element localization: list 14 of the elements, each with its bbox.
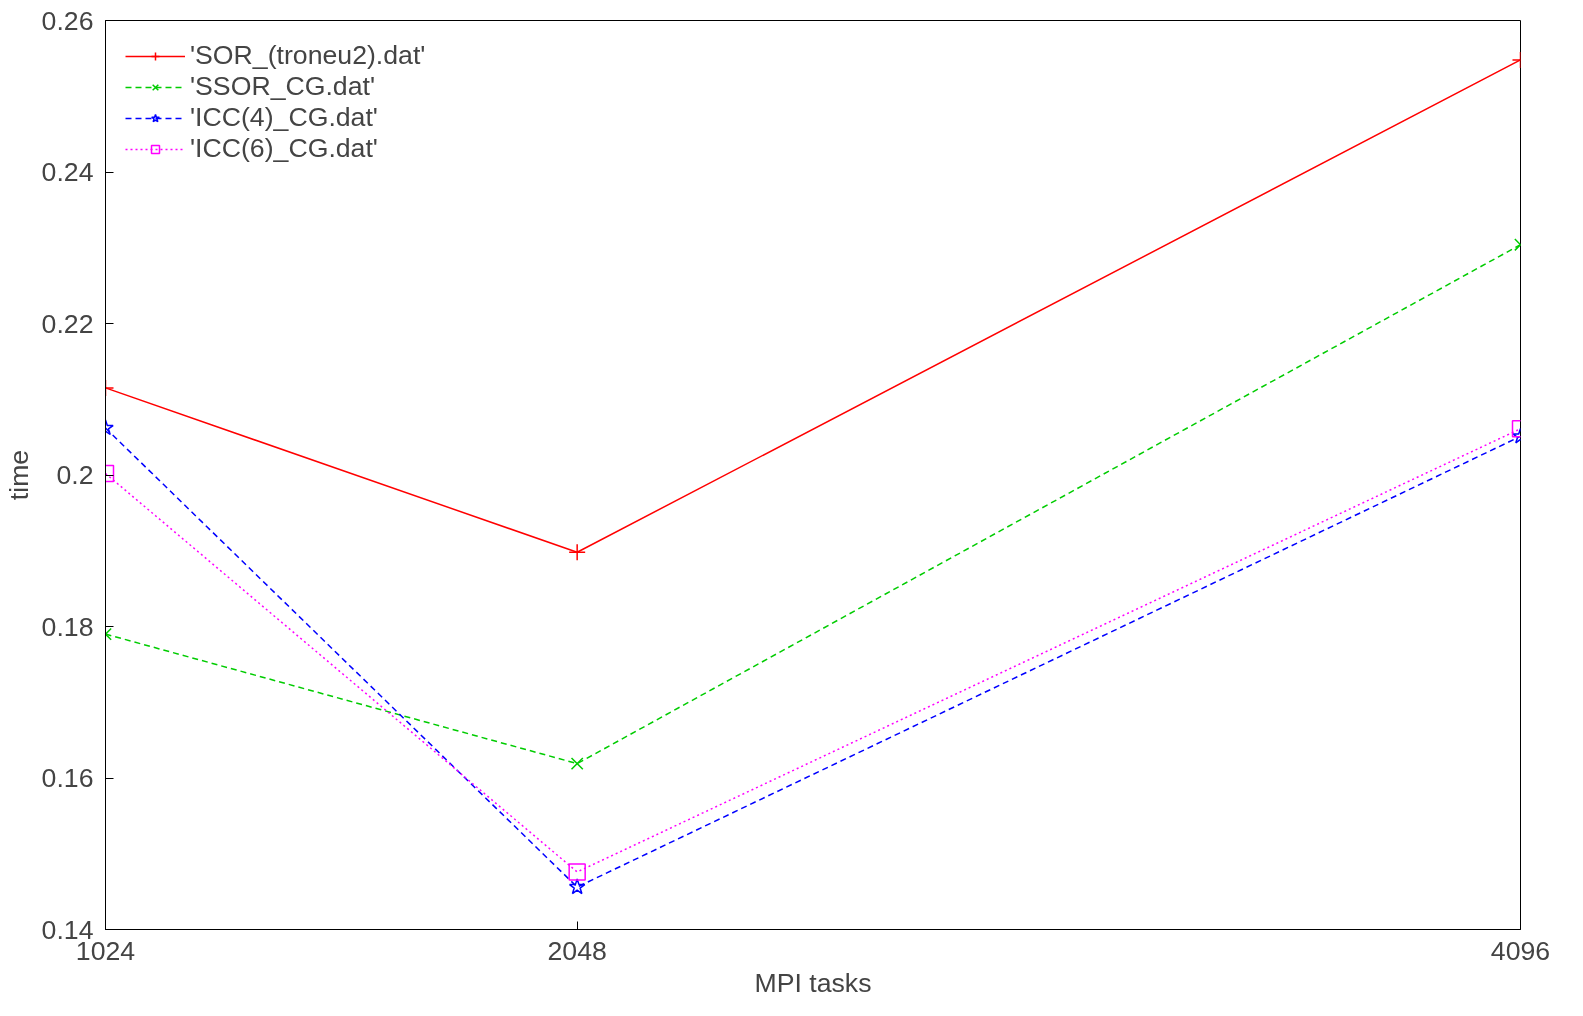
legend-label: 'ICC(4)_CG.dat' bbox=[190, 102, 378, 133]
y-tick-label: 0.22 bbox=[41, 308, 94, 339]
legend-label: 'SOR_(troneu2).dat' bbox=[190, 40, 426, 71]
y-axis-title: time bbox=[3, 449, 34, 501]
y-tick-label: 0.26 bbox=[41, 5, 94, 36]
y-tick-label: 0.16 bbox=[41, 763, 94, 793]
legend-label: 'ICC(6)_CG.dat' bbox=[190, 133, 378, 164]
y-tick-label: 0.18 bbox=[41, 611, 94, 642]
x-axis-title: MPI tasks bbox=[754, 967, 872, 998]
x-tick-label: 2048 bbox=[547, 935, 607, 966]
y-tick-label: 0.24 bbox=[41, 157, 94, 187]
x-tick-label: 4096 bbox=[1490, 935, 1551, 966]
legend-label: 'SSOR_CG.dat' bbox=[190, 71, 375, 102]
y-tick-label: 0.2 bbox=[56, 460, 94, 490]
